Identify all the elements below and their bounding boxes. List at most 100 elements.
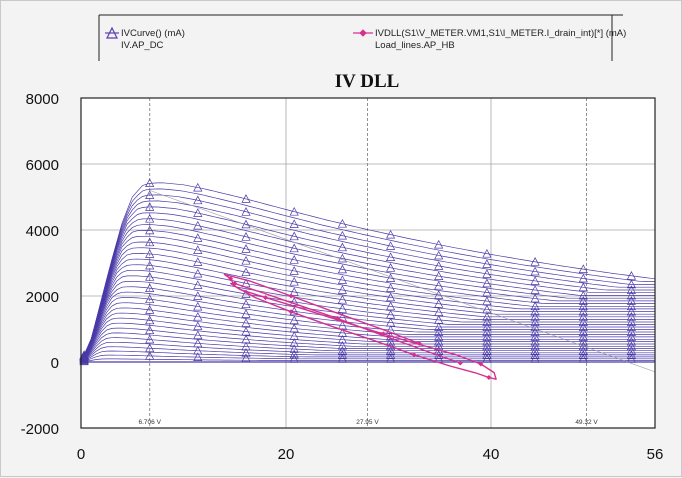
ivcurve-marker <box>193 345 203 355</box>
ivcurve-marker <box>482 327 492 336</box>
ivcurve-marker <box>289 231 299 241</box>
ivdll-marker <box>380 331 386 337</box>
triangle-marker-icon <box>106 26 118 39</box>
ivcurve-marker <box>482 287 492 297</box>
ivcurve-marker <box>193 195 203 205</box>
x-axis-ticks: 0 20 40 56 <box>77 446 664 463</box>
marker-label: 6.706 V <box>139 419 162 426</box>
ivdll-marker <box>478 361 484 367</box>
ivdll-marker <box>232 281 238 286</box>
ivcurve-marker <box>386 283 396 292</box>
ivcurve-marker <box>482 332 492 341</box>
ivcurve-marker <box>626 296 636 305</box>
ivcurve-trace <box>80 322 655 363</box>
ivcurve-marker <box>386 317 396 327</box>
diamond-marker-icon <box>359 29 367 37</box>
y-tick-label: 6000 <box>26 157 59 174</box>
ivcurve-marker <box>434 271 444 280</box>
ivcurve-marker <box>578 306 588 316</box>
ivcurve-marker <box>145 343 155 353</box>
x-tick-label: 0 <box>77 446 85 463</box>
ivdll-load-line <box>223 273 497 380</box>
ivcurve-trace <box>80 194 655 363</box>
ivcurve-marker <box>241 326 251 336</box>
reference-line <box>149 190 656 373</box>
y-tick-label: 4000 <box>26 223 59 240</box>
ivcurve-trace <box>80 188 655 363</box>
ivcurve-marker <box>289 276 299 286</box>
legend-ivcurve-label: IVCurve() (mA) <box>121 28 185 39</box>
ivcurve-trace <box>80 327 655 363</box>
ivcurve-family <box>79 178 656 373</box>
x-tick-label: 56 <box>647 446 664 463</box>
ivcurve-marker <box>530 332 540 341</box>
ivcurve-marker <box>241 334 251 344</box>
ivcurve-marker <box>145 225 155 235</box>
ivcurve-marker <box>145 272 155 281</box>
ivcurve-marker <box>193 280 203 289</box>
ivcurve-marker <box>289 315 299 325</box>
ivcurve-trace <box>80 258 655 363</box>
ivcurve-marker <box>434 299 444 308</box>
ivcurve-marker <box>626 285 636 294</box>
ivcurve-marker <box>434 322 444 331</box>
ivcurve-marker <box>241 232 251 241</box>
ivdll-marker <box>288 293 294 299</box>
ivcurve-marker <box>193 268 203 278</box>
ivcurve-marker <box>193 208 203 217</box>
ivcurve-marker <box>578 327 588 336</box>
ivcurve-marker <box>626 290 636 300</box>
ivdll-trace <box>223 273 497 380</box>
ivcurve-marker <box>530 285 540 294</box>
ivcurve-marker <box>578 322 588 331</box>
ivcurve-marker <box>482 296 492 306</box>
ivcurve-marker <box>386 252 396 261</box>
ivcurve-marker <box>530 257 540 266</box>
ivcurve-marker <box>241 207 251 216</box>
ivcurve-trace <box>80 341 655 363</box>
ivdll-marker <box>411 352 417 358</box>
ivcurve-trace <box>80 230 655 363</box>
ivcurve-marker <box>337 350 347 359</box>
legend-ivdll-sub: Load_lines.AP_HB <box>375 40 455 51</box>
ivcurve-marker <box>482 248 492 258</box>
ivcurve-marker <box>289 287 299 296</box>
ivcurve-marker <box>193 233 203 242</box>
ivcurve-marker <box>241 299 251 309</box>
ivcurve-marker <box>289 243 299 253</box>
ivcurve-marker <box>337 242 347 252</box>
ivcurve-marker <box>626 341 636 351</box>
ivdll-marker <box>457 360 463 366</box>
ivcurve-marker <box>482 278 492 288</box>
ivcurve-trace <box>80 286 655 363</box>
ivcurve-marker <box>289 323 299 333</box>
ivcurve-marker <box>626 345 636 355</box>
legend-entry-ivcurve: IVCurve() (mA) IV.AP_DC <box>105 26 185 51</box>
ivcurve-trace <box>80 302 655 363</box>
ivcurve-marker <box>145 178 155 187</box>
x-tick-label: 20 <box>278 446 295 463</box>
ivcurve-marker <box>626 271 636 280</box>
y-tick-label: 2000 <box>26 289 59 306</box>
y-tick-label: 8000 <box>26 91 59 108</box>
ivcurve-marker <box>386 350 396 359</box>
legend-entry-ivdll: IVDLL(S1\V_METER.VM1,S1\I_METER.I_drain_… <box>353 28 626 51</box>
ivcurve-marker <box>337 320 347 330</box>
ivcurve-marker <box>578 350 588 359</box>
ivcurve-marker <box>434 315 444 324</box>
ivcurve-trace <box>80 358 655 363</box>
legend-ivdll-label: IVDLL(S1\V_METER.VM1,S1\I_METER.I_drain_… <box>375 28 626 39</box>
ivcurve-marker <box>289 206 299 216</box>
x-tick-label: 40 <box>483 446 500 463</box>
plot-frame <box>80 97 656 429</box>
ivcurve-marker <box>434 239 444 249</box>
ivcurve-trace <box>80 200 655 363</box>
ivdll-marker <box>228 276 234 282</box>
ivcurve-marker <box>482 345 492 355</box>
ivcurve-marker <box>386 325 396 334</box>
ivcurve-marker <box>289 266 299 275</box>
ivcurve-marker <box>241 341 251 351</box>
chart-title: IV DLL <box>335 71 400 92</box>
ivcurve-marker <box>241 348 251 357</box>
